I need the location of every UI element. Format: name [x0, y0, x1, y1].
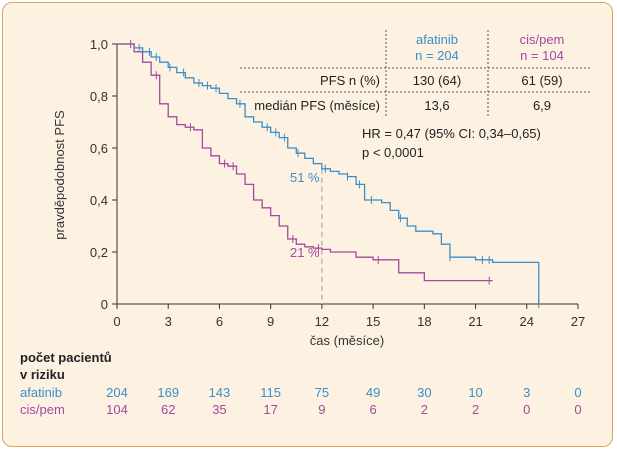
risk-title-line1: počet pacientů	[20, 350, 112, 365]
x-tick-label: 27	[571, 314, 585, 329]
y-axis-label: pravděpodobnost PFS	[52, 110, 67, 240]
hazard-ratio-text: HR = 0,47 (95% CI: 0,34–0,65)	[362, 126, 541, 141]
risk-value: 204	[106, 385, 128, 400]
risk-value: 3	[523, 385, 530, 400]
y-tick-label: 0,4	[90, 193, 108, 208]
risk-value: 9	[318, 402, 325, 417]
risk-value: 10	[468, 385, 482, 400]
series-afatinib-line	[117, 43, 540, 304]
annotation-afatinib-51: 51 %	[290, 170, 320, 185]
risk-value: 2	[472, 402, 479, 417]
risk-value: 49	[366, 385, 380, 400]
risk-value: 2	[421, 402, 428, 417]
x-tick-label: 0	[113, 314, 120, 329]
table-row-label: medián PFS (měsíce)	[254, 98, 380, 113]
x-tick-label: 3	[165, 314, 172, 329]
table-cell: 61 (59)	[521, 73, 562, 88]
x-tick-label: 21	[468, 314, 482, 329]
risk-value: 75	[315, 385, 329, 400]
risk-value: 30	[417, 385, 431, 400]
y-tick-label: 0,2	[90, 245, 108, 260]
table-header-afatinib: afatinib	[416, 32, 458, 47]
risk-value: 115	[260, 385, 281, 400]
risk-value: 17	[263, 402, 277, 417]
risk-value: 104	[106, 402, 128, 417]
y-tick-label: 1,0	[90, 37, 108, 52]
table-header-afatinib-n: n = 204	[415, 48, 459, 63]
x-axis-label: čas (měsíce)	[310, 333, 384, 348]
table-header-cispem-n: n = 104	[520, 48, 564, 63]
y-tick-label: 0,8	[90, 89, 108, 104]
risk-value: 169	[157, 385, 179, 400]
x-tick-label: 9	[267, 314, 274, 329]
table-cell: 13,6	[424, 98, 449, 113]
series-cispem-line	[117, 43, 493, 282]
x-tick-label: 24	[520, 314, 534, 329]
x-tick-label: 18	[417, 314, 431, 329]
table-cell: 130 (64)	[413, 73, 461, 88]
risk-row-label-cispem: cis/pem	[20, 402, 65, 417]
risk-value: 62	[161, 402, 175, 417]
risk-value: 0	[574, 385, 581, 400]
table-header-cispem: cis/pem	[520, 32, 565, 47]
y-tick-label: 0	[101, 297, 108, 312]
table-cell: 6,9	[533, 98, 551, 113]
annotation-cispem-21: 21 %	[290, 245, 320, 260]
x-tick-label: 15	[366, 314, 380, 329]
risk-value: 0	[523, 402, 530, 417]
figure-panel	[2, 2, 613, 447]
x-tick-label: 6	[216, 314, 223, 329]
risk-row-label-afatinib: afatinib	[20, 385, 62, 400]
risk-value: 6	[369, 402, 376, 417]
table-row-label: PFS n (%)	[320, 73, 380, 88]
y-tick-label: 0,6	[90, 141, 108, 156]
x-tick-label: 12	[315, 314, 329, 329]
risk-value: 143	[209, 385, 231, 400]
p-value-text: p < 0,0001	[362, 145, 424, 160]
risk-value: 35	[212, 402, 226, 417]
risk-title-line2: v riziku	[20, 367, 65, 382]
risk-value: 0	[574, 402, 581, 417]
